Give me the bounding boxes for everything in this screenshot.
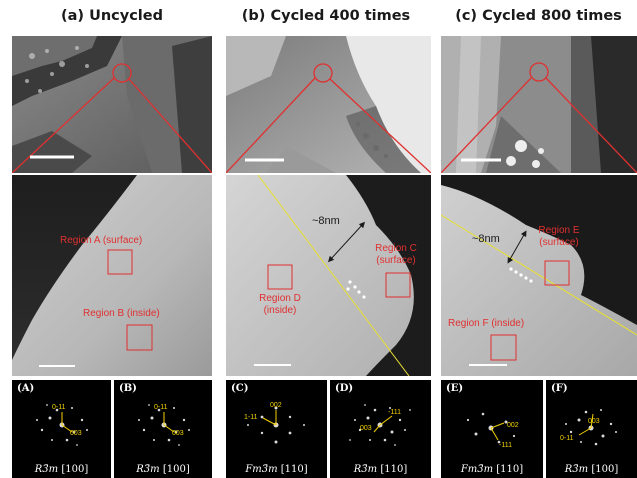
- column-title-b: (b) Cycled 400 times: [241, 8, 411, 24]
- thickness-label-b: ~8nm: [312, 215, 340, 227]
- region-label-e-text: Region E (surface): [538, 225, 580, 248]
- fft-spot-e2: -111: [499, 442, 512, 449]
- region-box-f: [490, 334, 517, 361]
- fft-sg-d: R3̄m: [353, 464, 378, 475]
- fft-tag-f: (F): [551, 383, 568, 394]
- fft-zone-a: [100]: [61, 464, 89, 475]
- fft-pattern-e: [466, 412, 516, 444]
- fft-label-e: Fm3̄m [110]: [441, 464, 543, 475]
- fft-spot-e1: 002: [507, 422, 519, 429]
- interface-line-b: [257, 175, 410, 376]
- fft-spot-b2: 003: [172, 430, 184, 437]
- zoom-circle-b: [313, 63, 333, 83]
- region-box-b: [126, 324, 153, 351]
- thickness-label-c: ~8nm: [472, 233, 500, 245]
- fft-pattern-d: [349, 404, 411, 446]
- fft-spot-b1: 0-11: [154, 404, 168, 411]
- fft-pattern-c: [247, 406, 305, 444]
- zoom-circle-a: [112, 63, 132, 83]
- region-label-c: Region C (surface): [371, 243, 421, 267]
- hr-image-c: ~8nm Region E (surface) Region F (inside…: [441, 175, 637, 376]
- hr-image-b: ~8nm Region C (surface) Region D (inside…: [226, 175, 431, 376]
- fft-spot-d1: -111: [388, 409, 401, 416]
- fft-spot-c2: 1-11: [244, 414, 258, 421]
- region-label-a: Region A (surface): [60, 235, 143, 246]
- fft-spot-a2: 003: [70, 430, 82, 437]
- region-box-a: [107, 249, 133, 275]
- fft-panel-b: (B) 0-11 003 R3̄m [100]: [114, 380, 212, 478]
- fft-pattern-b: [138, 404, 190, 446]
- thickness-arrow-c: [507, 230, 527, 264]
- fft-spot-f1: 003: [588, 418, 600, 425]
- region-label-c-text: Region C (surface): [375, 243, 417, 266]
- fft-tag-a: (A): [17, 383, 35, 394]
- fft-sg-c: Fm3̄m: [245, 464, 278, 475]
- fft-label-d: R3̄m [110]: [330, 464, 431, 475]
- column-title-c: (c) Cycled 800 times: [455, 8, 622, 24]
- fft-pattern-f: [565, 409, 617, 446]
- fft-zone-f: [100]: [591, 464, 619, 475]
- fft-panel-e: (E) 002 -111 Fm3̄m [110]: [441, 380, 543, 478]
- fft-tag-d: (D): [335, 383, 354, 394]
- fft-spot-a1: 0-11: [52, 404, 66, 411]
- interface-line-c: [441, 214, 637, 336]
- fft-panel-a: (A) 0-11 003 R3̄m [100]: [12, 380, 111, 478]
- overview-image-b: [226, 36, 431, 173]
- fft-zone-b: [100]: [162, 464, 190, 475]
- fft-tag-e: (E): [446, 383, 464, 394]
- fft-spot-c1: 002: [270, 402, 282, 409]
- fft-sg-b: R3̄m: [136, 464, 160, 475]
- thickness-arrow-b: [327, 221, 366, 263]
- region-box-c: [385, 272, 411, 298]
- region-label-d-text: Region D (inside): [259, 293, 301, 316]
- fft-label-f: R3̄m [100]: [546, 464, 637, 475]
- region-label-d: Region D (inside): [254, 293, 306, 317]
- fft-tag-b: (B): [119, 383, 137, 394]
- region-label-b: Region B (inside): [83, 308, 160, 319]
- fft-sg-e: Fm3̄m: [460, 464, 494, 475]
- fft-sg-f: R3̄m: [564, 464, 589, 475]
- fft-tag-c: (C): [231, 383, 249, 394]
- fft-panel-f: (F) 003 0-11 R3̄m [100]: [546, 380, 637, 478]
- fft-spot-d2: 003: [360, 425, 372, 432]
- fft-sg-a: R3̄m: [34, 464, 59, 475]
- fft-zone-d: [110]: [380, 464, 408, 475]
- region-box-e: [544, 260, 570, 286]
- fft-zone-c: [110]: [280, 464, 308, 475]
- hr-image-a: Region A (surface) Region B (inside): [12, 175, 212, 376]
- region-box-d: [267, 264, 293, 290]
- column-title-a: (a) Uncycled: [60, 8, 163, 24]
- fft-zone-e: [110]: [496, 464, 524, 475]
- fft-pattern-a: [36, 404, 88, 446]
- fft-label-c: Fm3̄m [110]: [226, 464, 327, 475]
- fft-panel-d: (D) -111 003 R3̄m [110]: [330, 380, 431, 478]
- fft-panel-c: (C) 002 1-11 Fm3̄m [110]: [226, 380, 327, 478]
- fft-label-b: R3̄m [100]: [114, 464, 212, 475]
- fft-label-a: R3̄m [100]: [12, 464, 111, 475]
- fft-spot-f2: 0-11: [560, 435, 574, 442]
- region-label-f: Region F (inside): [448, 318, 525, 329]
- region-label-e: Region E (surface): [534, 225, 584, 249]
- overview-image-a: [12, 36, 212, 173]
- overview-image-c: [441, 36, 637, 173]
- zoom-circle-c: [529, 62, 549, 82]
